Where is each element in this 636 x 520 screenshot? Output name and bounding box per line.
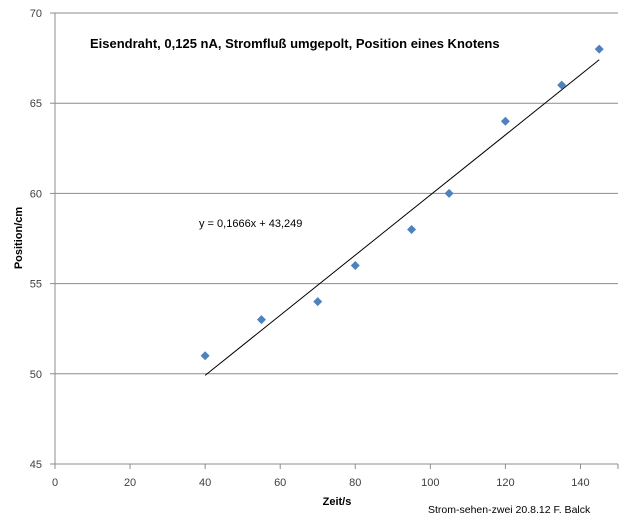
trendline-equation: y = 0,1666x + 43,249 (199, 218, 302, 230)
gridlines (55, 12, 618, 375)
data-point (557, 80, 567, 90)
y-axis-label: Position/cm (13, 207, 25, 270)
data-point (200, 351, 210, 361)
y-tick-label-70: 70 (30, 8, 42, 20)
y-tick-label-45: 45 (30, 459, 42, 471)
data-point (313, 297, 323, 307)
credit-note: Strom-sehen-zwei 20.8.12 F. Balck (428, 504, 591, 516)
x-tick-label-40: 40 (199, 477, 211, 489)
x-tick-label-0: 0 (52, 477, 58, 489)
data-point (350, 261, 360, 271)
axes (50, 12, 619, 469)
y-tick-label-55: 55 (30, 279, 42, 291)
data-point (256, 315, 266, 325)
data-point (407, 224, 417, 234)
x-tick-label-100: 100 (421, 477, 439, 489)
x-tick-label-80: 80 (349, 477, 361, 489)
y-tick-label-60: 60 (30, 188, 42, 200)
trendline (204, 59, 600, 376)
y-tick-label-65: 65 (30, 98, 42, 110)
data-point (444, 188, 454, 198)
x-tick-label-60: 60 (274, 477, 286, 489)
x-tick-label-140: 140 (571, 477, 589, 489)
data-point (594, 44, 604, 54)
y-tick-label-50: 50 (30, 369, 42, 381)
x-tick-label-120: 120 (496, 477, 514, 489)
tick-labels: 0 20 40 60 80 100 120 140 45 50 55 60 65 70 (30, 8, 590, 489)
data-points (200, 44, 604, 361)
x-axis-label: Zeit/s (323, 496, 352, 508)
data-point (500, 116, 510, 126)
x-tick-label-20: 20 (124, 477, 136, 489)
chart-title: Eisendraht, 0,125 nA, Stromfluß umgepolt… (90, 36, 500, 51)
trendline-line (204, 59, 600, 376)
